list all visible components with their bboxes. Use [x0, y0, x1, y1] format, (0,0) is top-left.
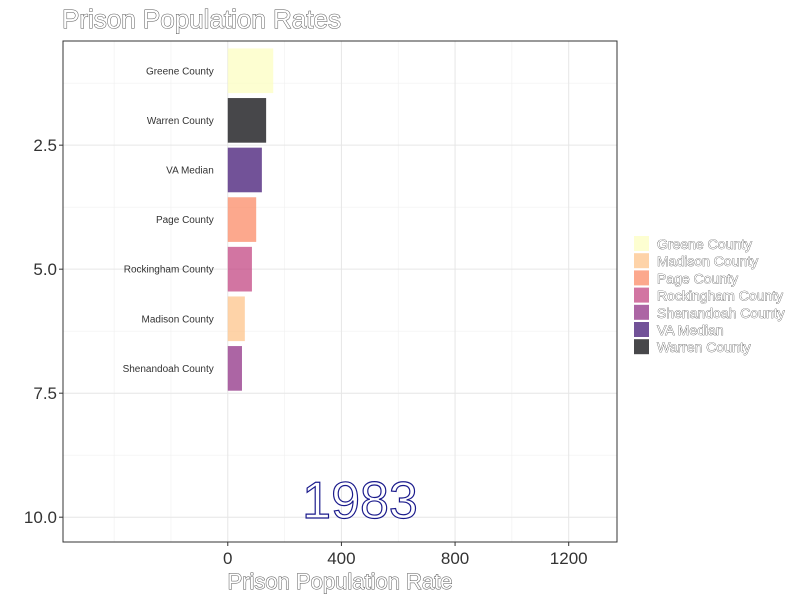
legend-swatch: [634, 339, 649, 355]
legend-swatch: [634, 287, 649, 303]
legend-swatch: [634, 253, 649, 269]
bar: [227, 48, 274, 94]
bar-category-label: Page County: [156, 215, 214, 226]
legend-swatch: [634, 270, 649, 286]
x-axis-title: Prison Population Rate: [227, 569, 452, 594]
y-axis-ticks: 2.5 5.0 7.5 10.0: [24, 136, 63, 527]
legend-label: Greene County: [657, 236, 752, 252]
y-tick-label: 10.0: [24, 508, 57, 527]
x-axis-ticks: 0 400 800 1200: [223, 542, 588, 568]
x-tick-label: 400: [327, 549, 355, 568]
x-tick-label: 1200: [550, 549, 588, 568]
bars: [227, 48, 274, 391]
legend-label: Page County: [657, 270, 738, 286]
y-tick-label: 5.0: [33, 260, 57, 279]
bar-category-label: Shenandoah County: [123, 364, 214, 375]
legend-label: Warren County: [657, 339, 751, 355]
legend-swatch: [634, 236, 649, 251]
chart-title: Prison Population Rates: [62, 4, 341, 34]
bar-category-label: Madison County: [142, 314, 214, 325]
bar: [227, 346, 242, 391]
bar: [227, 197, 257, 242]
x-tick-label: 800: [441, 549, 469, 568]
category-labels: Greene County Warren County VA Median Page …: [123, 66, 214, 375]
plot-panel-border: [62, 40, 618, 543]
legend-label: VA Median: [657, 322, 724, 338]
legend-label: Rockingham County: [657, 288, 783, 304]
x-tick-label: 0: [223, 549, 232, 568]
grid: [63, 41, 617, 542]
legend-swatch: [634, 304, 649, 320]
y-tick-label: 7.5: [33, 384, 57, 403]
bar-category-label: VA Median: [166, 165, 214, 176]
bar: [227, 246, 252, 292]
bar-category-label: Rockingham County: [124, 265, 214, 276]
bar-category-label: Greene County: [146, 66, 214, 77]
y-tick-label: 2.5: [33, 136, 57, 155]
bar: [227, 98, 267, 143]
legend-label: Madison County: [657, 253, 758, 269]
bar: [227, 296, 245, 342]
bar: [227, 147, 262, 193]
legend-swatch: [634, 322, 649, 337]
legend-label: Shenandoah County: [657, 305, 785, 321]
bar-category-label: Warren County: [147, 116, 214, 127]
frame-year-label: 1983: [302, 472, 418, 530]
